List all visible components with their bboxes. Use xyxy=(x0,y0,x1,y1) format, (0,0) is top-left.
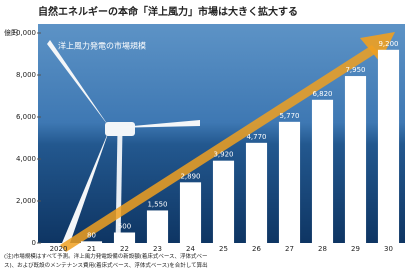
bar xyxy=(114,233,135,244)
note: (注)市場規模はすべて予測。洋上風力発電設備の新設額(着床式ベース、浮体式ベース… xyxy=(4,252,208,269)
x-tick-label: 22 xyxy=(120,245,129,253)
value-label: 3,920 xyxy=(213,151,233,159)
value-label: 500 xyxy=(118,223,131,231)
value-label: 80 xyxy=(87,231,96,239)
x-tick-label: 29 xyxy=(351,245,360,253)
bar xyxy=(81,241,102,243)
x-tick-label: 28 xyxy=(318,245,327,253)
bar xyxy=(180,182,201,243)
x-tick-label: 21 xyxy=(87,245,96,253)
y-tick-label: 10,000 xyxy=(12,29,37,37)
y-tick-label: 2,000 xyxy=(16,197,36,205)
chart-subtitle: 洋上風力発電の市場規模 xyxy=(58,41,146,51)
value-label: 6,820 xyxy=(312,90,332,98)
x-tick-label: 23 xyxy=(153,245,162,253)
value-label: 9,200 xyxy=(378,40,398,48)
chart: 自然エネルギーの本命「洋上風力」市場は大きく拡大する 洋上風力発電の市場規模 億… xyxy=(0,0,407,275)
value-label: 1,550 xyxy=(147,200,167,208)
value-label: 5,770 xyxy=(279,112,299,120)
bar xyxy=(279,122,300,243)
bar xyxy=(246,143,267,243)
chart-title: 自然エネルギーの本命「洋上風力」市場は大きく拡大する xyxy=(38,5,298,18)
y-tick-label: 0 xyxy=(32,239,36,247)
value-label: 4,770 xyxy=(246,133,266,141)
y-tick-label: 4,000 xyxy=(16,155,36,163)
bar xyxy=(213,161,234,243)
bar xyxy=(378,50,399,243)
page: {"chart_data": {"type": "bar", "title": … xyxy=(0,0,407,275)
bar xyxy=(147,210,168,243)
y-tick-label: 8,000 xyxy=(16,71,36,79)
value-label: 2,890 xyxy=(180,172,200,180)
x-tick-label: 30 xyxy=(384,245,393,253)
bar xyxy=(312,100,333,243)
x-tick-label: 24 xyxy=(186,245,195,253)
bar xyxy=(345,76,366,243)
x-tick-label: 25 xyxy=(219,245,228,253)
value-label: 7,950 xyxy=(345,66,365,74)
x-tick-label: 26 xyxy=(252,245,261,253)
x-tick-label: 27 xyxy=(285,245,294,253)
y-tick-label: 6,000 xyxy=(16,113,36,121)
x-tick-label: 2020 xyxy=(50,245,68,253)
